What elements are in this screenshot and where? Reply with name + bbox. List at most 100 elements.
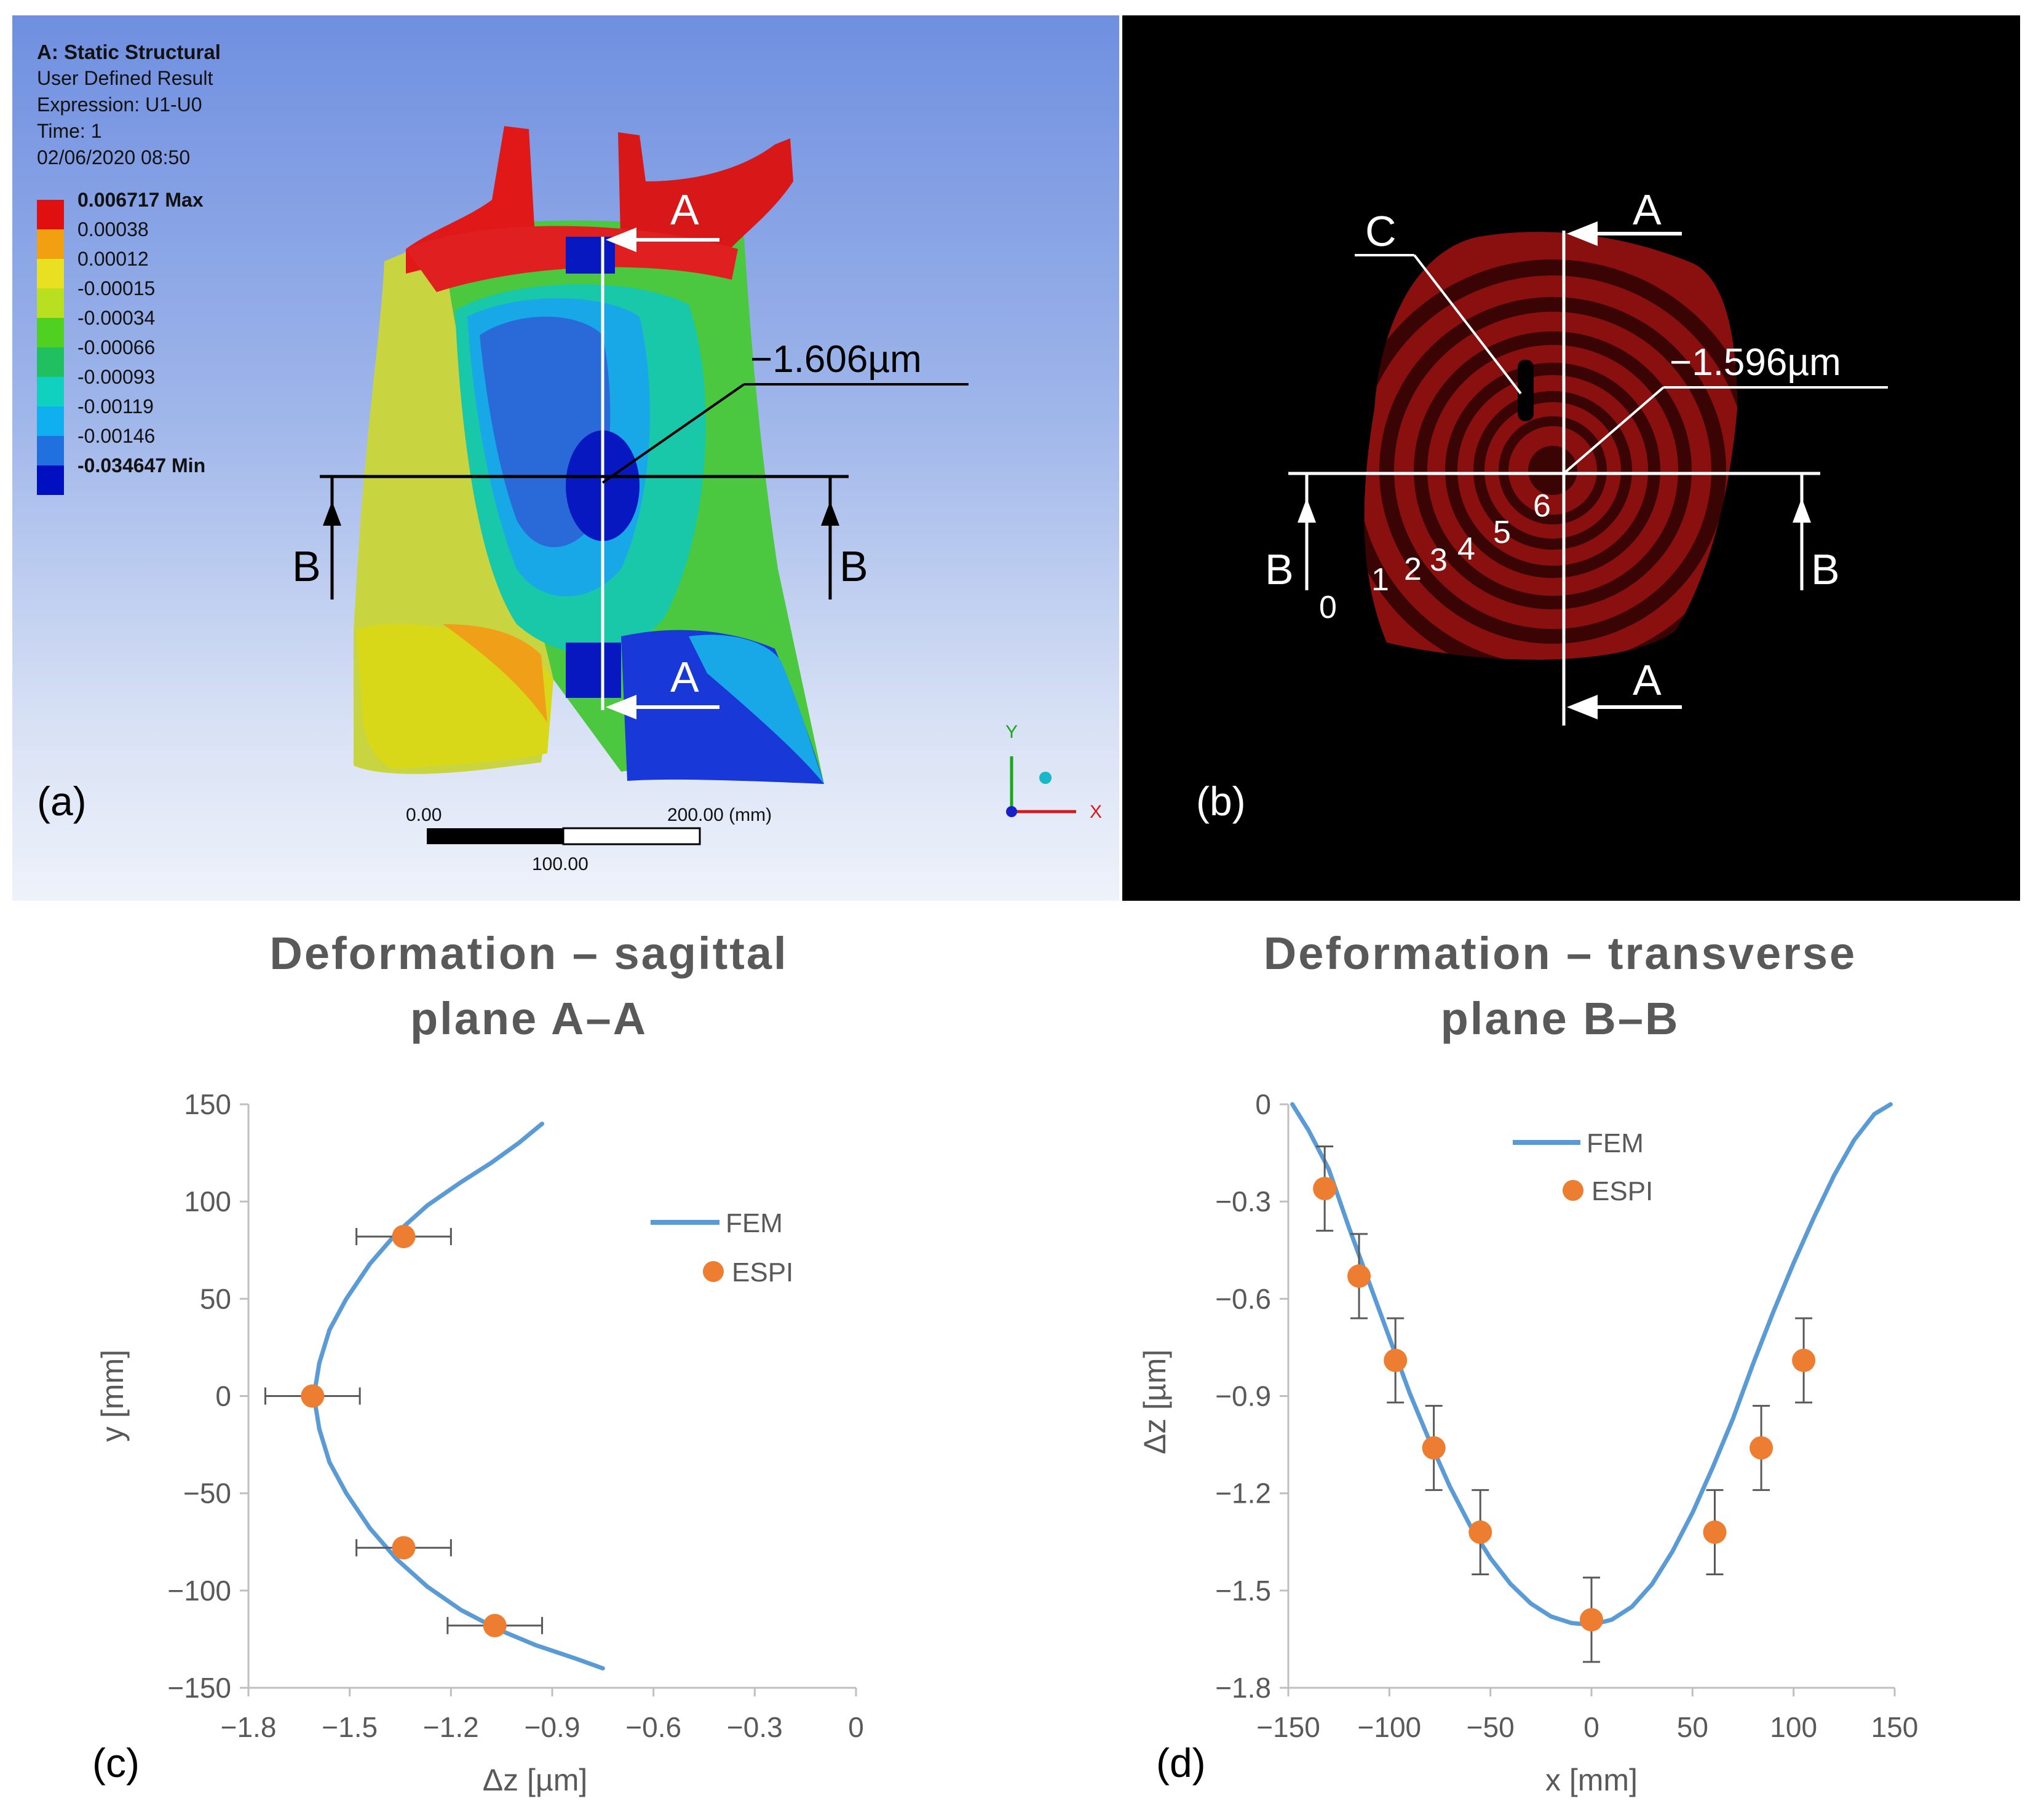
x-axis-label: x [mm] [1545,1763,1638,1797]
x-tick-label: 0 [1583,1711,1599,1743]
espi-point [1792,1348,1816,1372]
chart-title-line: plane A–A [410,993,648,1044]
fringe-order: 4 [1457,531,1475,567]
callout-value: −1.596µm [1670,341,1841,384]
section-label-b-left: B [1265,545,1294,593]
fringe-order: 2 [1404,552,1422,587]
espi-drawing: A A B B −1.596µm C 0 1 2 3 4 5 6 [1265,186,1888,726]
espi-point [1313,1177,1337,1201]
model-bottom-right-cyan [689,635,824,784]
x-tick-label: −50 [1467,1711,1515,1743]
y-tick-label: 50 [200,1283,231,1315]
legend-swatch [37,347,64,377]
chart-title-line: plane B–B [1441,993,1680,1044]
axis-triad-x-label: X [1090,802,1102,822]
transverse-chart: Deformation – transverse plane B–B 0 −0.3… [1138,928,1918,1797]
legend-label: -0.00015 [77,277,156,299]
legend-label: -0.00093 [77,366,156,388]
model-bottom-blue-patch [566,643,621,698]
espi-point [1468,1520,1492,1544]
y-axis-label: Δz [µm] [1138,1350,1172,1455]
fringe-order: 6 [1533,488,1551,524]
axis-triad-z [1039,772,1052,784]
y-tick-label: 100 [184,1185,231,1217]
legend-swatch [37,259,64,288]
x-tick-label: 0 [848,1711,864,1743]
espi-slot-c [1518,360,1534,421]
y-tick-label: −1.2 [1215,1478,1271,1509]
header-line: Time: 1 [37,120,102,142]
marker-c-label: C [1365,207,1397,255]
panel-d-transverse-chart: Deformation – transverse plane B–B 0 −0.3… [1009,910,2033,1820]
section-label-b-right: B [1811,545,1840,593]
arrow-b-right [821,501,839,526]
arrow-a-bottom-head [1567,695,1598,719]
espi-fringe-rings [1364,259,1737,660]
legend-marker-swatch [1563,1180,1583,1201]
legend-swatch [37,406,64,436]
section-label-a-bottom: A [670,653,699,701]
panel-b-espi-fringes: A A B B −1.596µm C 0 1 2 3 4 5 6 (b) [1122,15,2020,901]
fringe-order: 5 [1493,515,1511,550]
x-tick-label: −0.6 [625,1711,681,1743]
y-tick-label: 150 [184,1088,231,1120]
x-tick-label: 150 [1871,1711,1919,1743]
panel-label-b: (b) [1196,778,1246,824]
sagittal-chart: Deformation – sagittal plane A–A 150 100 5… [92,928,864,1797]
y-tick-label: −0.3 [1215,1185,1271,1217]
x-tick-label: −1.2 [423,1711,479,1743]
espi-point [483,1613,507,1637]
legend-marker-swatch [703,1261,724,1282]
arrow-b-right [1793,498,1811,523]
panel-a-fem-contour: A: Static Structural User Defined Result… [12,15,1119,901]
scale-bar-dark [427,828,563,844]
legend-swatch [37,288,64,318]
legend-label-espi: ESPI [732,1257,793,1288]
y-tick-label: −0.9 [1215,1380,1271,1412]
axis-triad-origin [1006,806,1017,817]
callout-leader [601,383,745,484]
y-tick-label: 0 [215,1380,231,1412]
x-axis-label: Δz [µm] [483,1763,588,1797]
y-tick-label: −0.6 [1215,1283,1271,1315]
arrow-a-bottom-head [606,695,636,719]
scale-bar-left: 0.00 [406,805,442,825]
fem-model-drawing: A A B B −1.606µm Y X 0.00 200.00 (mm) 10… [292,126,1102,874]
espi-point [1384,1348,1408,1372]
fringe-order: 0 [1319,590,1337,625]
y-tick-label: 0 [1255,1088,1271,1120]
x-tick-label: −0.9 [525,1711,581,1743]
legend-label-fem: FEM [1587,1128,1644,1158]
scale-bar-mid: 100.00 [532,854,588,874]
section-label-b-right: B [839,542,868,590]
legend-swatch [37,377,64,406]
header-line: A: Static Structural [37,41,221,63]
arrow-a-top-head [1567,221,1598,246]
y-tick-label: −150 [167,1672,231,1704]
arrow-b-left [1298,498,1316,523]
fringe-order: 3 [1430,542,1448,578]
legend-label: -0.034647 Min [77,454,206,477]
y-axis-label: y [mm] [95,1350,130,1442]
chart-title-line: Deformation – transverse [1264,928,1857,979]
y-tick-label: −100 [167,1575,231,1607]
legend-swatch [37,436,64,465]
legend-label: 0.00038 [77,218,149,240]
plot-area: 150 100 50 0 −50 −100 −150 −1.8 −1.5 −1.2 −0.9 −0.6… [167,1088,863,1743]
y-tick-label: −1.5 [1215,1575,1271,1607]
panel-c-sagittal-chart: Deformation – sagittal plane A–A 150 100 5… [0,910,996,1820]
section-label-b-left: B [292,542,321,590]
callout-value: −1.606µm [750,338,922,381]
legend-label: 0.00012 [77,248,149,270]
x-tick-label: −0.3 [727,1711,783,1743]
espi-point [1750,1436,1773,1460]
legend-swatch [37,229,64,259]
scale-bar-right: 200.00 (mm) [667,805,772,825]
legend-label: -0.00119 [77,395,154,417]
fem-curve [311,1122,605,1671]
model-top-right-tab [618,132,793,266]
axis-triad-y-label: Y [1005,722,1018,742]
callout-leader [1563,386,1665,475]
plot-area: 0 −0.3 −0.6 −0.9 −1.2 −1.5 −1.8 −150 −100 −50 0 50 1… [1215,1088,1918,1743]
arrow-b-left [323,501,341,526]
